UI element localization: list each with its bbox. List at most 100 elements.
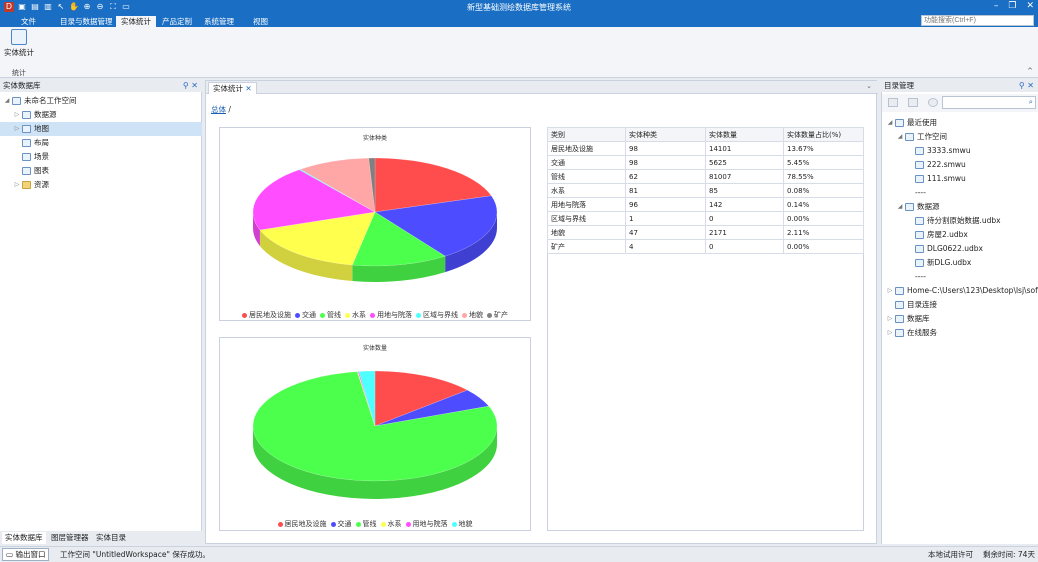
pie-slice-1[interactable] — [374, 370, 468, 427]
expand-icon[interactable]: ▷ — [14, 125, 20, 132]
expand-icon[interactable]: ◢ — [4, 97, 10, 104]
tab-list-dropdown-icon[interactable]: ⌄ — [866, 82, 872, 90]
menu-view[interactable]: 视图 — [253, 17, 268, 26]
pie-slice-7[interactable] — [299, 157, 376, 213]
pin-icon[interactable]: ⚲ — [1018, 81, 1025, 90]
zoom-in-icon[interactable]: ⊕ — [83, 2, 91, 11]
pie-slice-6[interactable] — [358, 370, 376, 427]
column-header[interactable]: 实体数量占比(%) — [783, 127, 864, 142]
menu-file[interactable]: 文件 — [21, 17, 36, 26]
catalog-tree-item[interactable]: 目录连接 — [885, 298, 937, 312]
menu-entity-stats[interactable]: 实体统计 — [116, 16, 156, 27]
open-folder-icon[interactable]: ▭ — [122, 2, 130, 11]
tree-item-chart[interactable]: 图表 — [12, 164, 200, 178]
column-header[interactable]: 类别 — [547, 127, 626, 142]
catalog-tree-item[interactable]: ---- — [905, 186, 926, 200]
pie-slice-5[interactable] — [357, 371, 376, 427]
layout-icon — [22, 139, 31, 147]
table-cell: 81007 — [705, 169, 784, 184]
catalog-tree-item[interactable]: 房屋2.udbx — [905, 228, 968, 242]
tab-entity-stats[interactable]: 实体统计 ✕ — [208, 82, 257, 94]
table-row[interactable]: 管线 62 81007 78.55% — [547, 169, 864, 184]
tree-item-layout[interactable]: 布局 — [12, 136, 200, 150]
expand-icon[interactable]: ◢ — [897, 133, 903, 140]
full-extent-icon[interactable]: ⛶ — [110, 2, 116, 11]
pie-slice-8[interactable] — [368, 157, 376, 213]
select-icon[interactable]: ↖ — [57, 2, 65, 11]
pie-slice-3[interactable] — [351, 211, 446, 267]
tree-item-scene[interactable]: 场景 — [12, 150, 200, 164]
catalog-tree-item[interactable]: 222.smwu — [905, 158, 966, 172]
tree-item-map[interactable]: ▷ 地图 — [0, 122, 202, 136]
catalog-tree-item[interactable]: ▷ Home-C:\Users\123\Desktop\lsj\softw... — [885, 284, 1038, 298]
catalog-tree-item[interactable]: DLG0622.udbx — [905, 242, 983, 256]
expand-icon[interactable]: ▷ — [887, 287, 893, 294]
table-row[interactable]: 区域与界线 1 0 0.00% — [547, 211, 864, 226]
pie-slice-2[interactable] — [374, 389, 490, 427]
catalog-tree-item[interactable]: ▷ 数据库 — [885, 312, 930, 326]
ribbon-collapse-icon[interactable]: ^ — [1027, 67, 1033, 75]
restore-button[interactable]: ❐ — [1008, 1, 1017, 11]
tab-layer-manager[interactable]: 图层管理器 — [51, 533, 89, 542]
tab-entity-database[interactable]: 实体数据库 — [2, 532, 46, 544]
table-row[interactable]: 用地与院落 96 142 0.14% — [547, 197, 864, 212]
expand-icon[interactable]: ▷ — [887, 315, 893, 322]
catalog-tree-item[interactable]: ◢ 工作空间 — [895, 130, 947, 144]
search-icon[interactable]: ⌕ — [1028, 97, 1033, 106]
save-as-icon[interactable]: ▤ — [31, 2, 39, 11]
pie-slice-5[interactable] — [252, 169, 376, 231]
column-header[interactable]: 实体种类 — [625, 127, 706, 142]
pie-slice-6[interactable] — [298, 169, 376, 213]
tree-item-workspace[interactable]: ◢ 未命名工作空间 — [2, 94, 200, 108]
close-button[interactable]: ✕ — [1026, 1, 1034, 11]
save-all-icon[interactable]: ▥ — [44, 2, 52, 11]
zoom-out-icon[interactable]: ⊖ — [96, 2, 104, 11]
pin-icon[interactable]: ⚲ — [182, 81, 189, 90]
catalog-tree-item[interactable]: ◢ 数据源 — [895, 200, 940, 214]
table-row[interactable]: 水系 81 85 0.08% — [547, 183, 864, 198]
tree-item-datasource[interactable]: ▷ 数据源 — [12, 108, 200, 122]
tab-entity-catalog[interactable]: 实体目录 — [96, 533, 126, 542]
catalog-search-input[interactable]: ⌕ — [942, 96, 1036, 109]
refresh-icon[interactable] — [928, 98, 938, 107]
column-header[interactable]: 实体数量 — [705, 127, 784, 142]
close-panel-icon[interactable]: ✕ — [191, 81, 198, 90]
pie-slice-2[interactable] — [374, 195, 498, 257]
catalog-tree-item[interactable]: 111.smwu — [905, 172, 966, 186]
entity-stats-button[interactable]: 实体统计 — [4, 29, 34, 58]
menu-catalog-data[interactable]: 目录与数据管理 — [60, 17, 113, 26]
table-row[interactable]: 地貌 47 2171 2.11% — [547, 225, 864, 240]
table-row[interactable]: 矿产 4 0 0.00% — [547, 239, 864, 254]
expand-icon[interactable]: ◢ — [887, 119, 893, 126]
expand-icon[interactable]: ▷ — [14, 111, 20, 118]
add-folder-icon[interactable] — [888, 98, 898, 107]
delete-icon[interactable] — [908, 98, 918, 107]
close-panel-icon[interactable]: ✕ — [1027, 81, 1034, 90]
pie-slice-4[interactable] — [259, 211, 376, 266]
expand-icon[interactable]: ▷ — [14, 181, 20, 188]
tab-close-icon[interactable]: ✕ — [245, 84, 252, 93]
expand-icon[interactable]: ▷ — [887, 329, 893, 336]
catalog-tree-item[interactable]: ▷ 在线服务 — [885, 326, 937, 340]
menu-system-admin[interactable]: 系统管理 — [204, 17, 234, 26]
catalog-tree-item[interactable]: ◢ 最近使用 — [885, 116, 937, 130]
table-row[interactable]: 交通 98 5625 5.45% — [547, 155, 864, 170]
breadcrumb-overall-link[interactable]: 总体 — [211, 105, 226, 114]
function-search-input[interactable] — [921, 15, 1034, 26]
pie-slice-3[interactable] — [252, 371, 498, 482]
pan-icon[interactable]: ✋ — [69, 2, 79, 11]
catalog-tree-item[interactable]: ---- — [905, 270, 926, 284]
save-icon[interactable]: ▣ — [18, 2, 26, 11]
catalog-tree-item[interactable]: 待分割原始数据.udbx — [905, 214, 1001, 228]
table-row[interactable]: 居民地及设施 98 14101 13.67% — [547, 141, 864, 156]
pie-slice-4[interactable] — [356, 371, 376, 427]
pie-slice-1[interactable] — [374, 157, 492, 213]
minimize-button[interactable]: – — [993, 1, 999, 11]
tree-item-resources[interactable]: ▷ 资源 — [12, 178, 200, 192]
menu-product-custom[interactable]: 产品定制 — [162, 17, 192, 26]
globe-icon — [895, 329, 904, 337]
catalog-tree-item[interactable]: 新DLG.udbx — [905, 256, 971, 270]
expand-icon[interactable]: ◢ — [897, 203, 903, 210]
output-window-button[interactable]: ▭ 输出窗口 — [2, 548, 50, 561]
catalog-tree-item[interactable]: 3333.smwu — [905, 144, 971, 158]
